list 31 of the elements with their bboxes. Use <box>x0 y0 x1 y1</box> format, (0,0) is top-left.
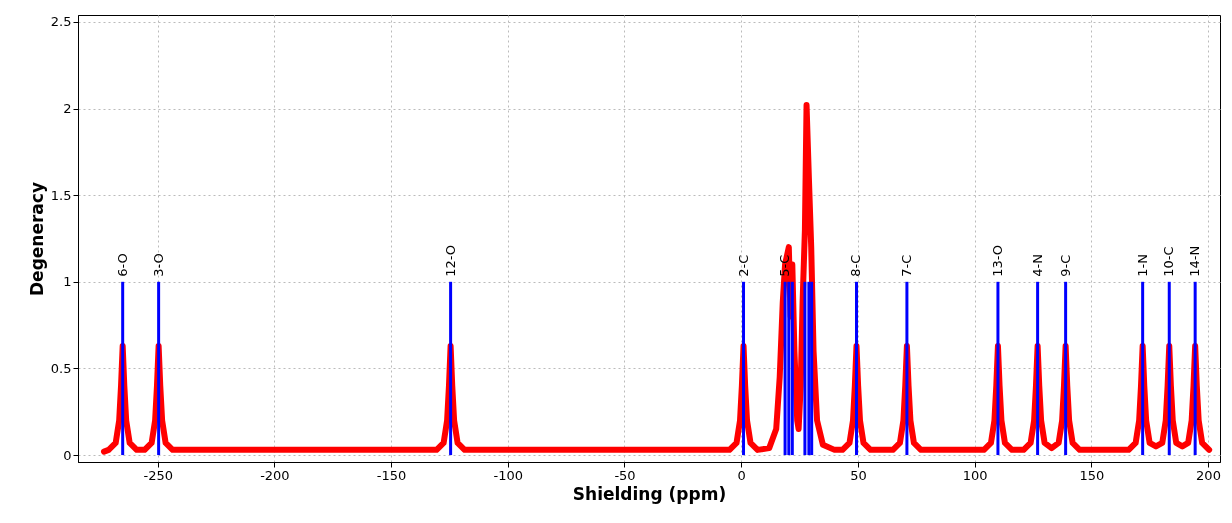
annotation: 7-C <box>898 254 914 277</box>
annotation: 4-N <box>1029 254 1045 277</box>
y-tick-label: 0.5 <box>50 360 72 376</box>
x-tick-label: 200 <box>1196 467 1221 483</box>
annotation: 3-O <box>150 253 166 277</box>
annotation: 10-C <box>1161 246 1177 277</box>
x-tick-label: -250 <box>143 467 173 483</box>
annotation: 12-O <box>442 244 458 277</box>
x-tick-label: -50 <box>614 467 636 483</box>
x-tick-label: 100 <box>962 467 988 483</box>
y-tick-label: 1 <box>63 274 72 290</box>
x-tick-label: 50 <box>850 467 867 483</box>
annotation: 14-N <box>1187 245 1203 277</box>
annotation: 2-C <box>735 254 751 277</box>
annotation: 6-O <box>114 253 130 277</box>
annotation: 9-C <box>1057 254 1073 277</box>
annotation: 13-O <box>989 244 1005 277</box>
x-tick-label: -200 <box>260 467 290 483</box>
annotation: 1-N <box>1134 254 1150 277</box>
x-axis-title: Shielding (ppm) <box>572 483 727 504</box>
y-tick-label: 2.5 <box>50 14 72 30</box>
y-tick-label: 0 <box>63 447 72 463</box>
x-tick-label: 0 <box>737 467 746 483</box>
annotation: 8-C <box>848 254 864 277</box>
y-axis-title: Degeneracy <box>26 182 47 296</box>
x-tick-label: 150 <box>1079 467 1105 483</box>
x-tick-label: -100 <box>493 467 524 483</box>
y-tick-label: 1.5 <box>50 187 72 203</box>
y-tick-label: 2 <box>63 101 72 117</box>
x-tick-label: -150 <box>376 467 407 483</box>
annotation: 5-C <box>777 254 793 277</box>
